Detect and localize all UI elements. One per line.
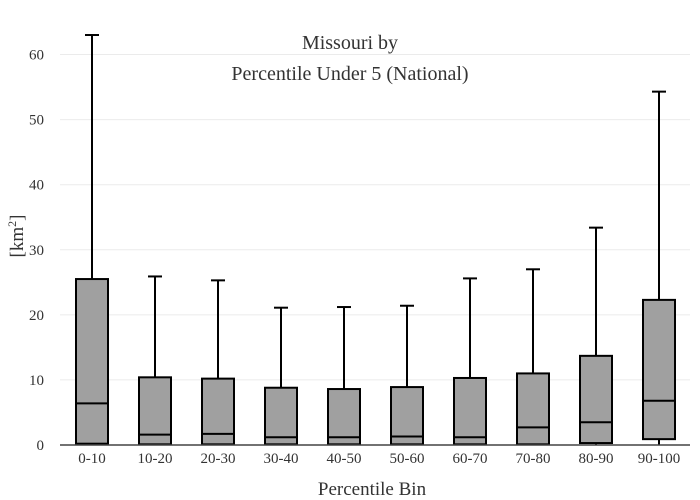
iqr-box [138,376,172,446]
box-90-100 [642,90,676,445]
box-10-20 [138,275,172,446]
iqr-box [453,376,487,446]
y-tick-label: 50 [29,113,44,129]
iqr-box [579,354,613,445]
box-20-30 [201,279,235,446]
iqr-box [75,278,109,445]
y-tick-label: 20 [29,308,44,324]
x-tick-label: 30-40 [264,451,299,467]
y-tick-label: 40 [29,178,44,194]
x-tick-label: 20-30 [201,451,236,467]
x-axis-ticks: 0-10 10-20 20-30 30-40 40-50 50-60 60-70 70-80 8… [78,451,680,467]
y-axis-title-superscript: 2 [5,221,19,227]
iqr-box [264,386,298,446]
iqr-box [642,298,676,441]
box-series [75,34,676,446]
iqr-box [327,388,361,446]
box-80-90 [579,226,613,445]
iqr-box [516,372,550,446]
x-tick-label: 10-20 [138,451,173,467]
x-tick-label: 90-100 [638,451,681,467]
x-tick-label: 0-10 [78,451,106,467]
y-axis-title-base: [km [7,227,28,258]
x-tick-label: 50-60 [390,451,425,467]
box-60-70 [453,277,487,446]
y-tick-label: 10 [29,373,44,389]
x-tick-label: 40-50 [327,451,362,467]
y-axis-ticks: 0 10 20 30 40 50 60 [29,48,44,454]
x-tick-label: 60-70 [453,451,488,467]
y-axis-title: [km2] [5,215,28,258]
y-tick-label: 0 [37,438,45,454]
x-axis-title: Percentile Bin [318,479,427,500]
iqr-box [390,386,424,446]
chart-title-line-2: Percentile Under 5 (National) [231,63,468,85]
chart-title-line-1: Missouri by [302,32,398,54]
box-50-60 [390,304,424,446]
x-tick-label: 80-90 [579,451,614,467]
box-70-80 [516,268,550,446]
box-40-50 [327,306,361,446]
box-30-40 [264,306,298,446]
y-tick-label: 60 [29,48,44,64]
box-0-10 [75,34,109,445]
x-tick-label: 70-80 [516,451,551,467]
y-tick-label: 30 [29,243,44,259]
y-axis-title-end: ] [7,215,28,221]
